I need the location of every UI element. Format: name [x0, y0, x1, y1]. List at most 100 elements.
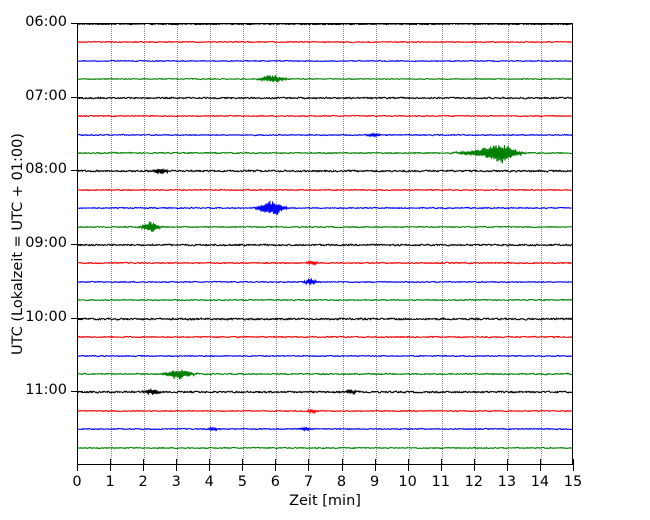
x-tick-mark-inner [275, 459, 277, 465]
x-axis-label: Zeit [min] [289, 493, 361, 509]
x-tick-mark [573, 465, 574, 471]
vertical-gridline [210, 24, 212, 464]
vertical-gridline [177, 24, 179, 464]
trace-path-09-00 [78, 244, 572, 246]
x-tick-label: 9 [369, 474, 380, 490]
y-tick-mark [71, 391, 77, 393]
vertical-gridline [243, 24, 245, 464]
x-tick-label: 10 [398, 474, 417, 490]
y-tick-mark-inner [77, 244, 83, 245]
seismogram-trace [78, 337, 572, 338]
seismogram-trace [78, 227, 572, 228]
y-tick-label: 06:00 [25, 14, 67, 30]
trace-path-11-15 [78, 409, 572, 413]
trace-path-07-30 [78, 133, 572, 136]
y-tick-label: 09:00 [25, 235, 67, 251]
x-tick-label: 11 [431, 474, 450, 490]
vertical-gridline [111, 24, 113, 464]
x-tick-label: 8 [336, 474, 347, 490]
vertical-gridline [144, 24, 146, 464]
y-tick-mark-inner [77, 23, 83, 24]
y-tick-mark-inner [77, 317, 83, 319]
x-tick-mark-inner [308, 459, 310, 465]
x-tick-mark [77, 465, 78, 471]
x-tick-mark-inner [209, 459, 211, 465]
trace-path-08-30 [78, 201, 572, 215]
seismogram-trace [78, 190, 572, 191]
x-tick-mark [506, 465, 508, 471]
x-tick-mark-inner [506, 459, 508, 465]
y-tick-mark-inner [77, 170, 83, 172]
plot-area [77, 23, 573, 465]
x-tick-label: 15 [563, 474, 583, 490]
x-tick-label: 13 [497, 474, 517, 490]
trace-layer [78, 24, 572, 464]
x-tick-label: 7 [303, 474, 314, 490]
seismogram-trace [78, 392, 572, 393]
x-tick-mark-inner [242, 459, 244, 465]
seismogram-trace [78, 319, 572, 320]
y-tick-mark [71, 96, 77, 98]
seismogram-trace [78, 98, 572, 99]
seismogram-trace [78, 356, 572, 357]
trace-path-09-15 [78, 261, 572, 265]
x-tick-mark-inner [110, 459, 112, 465]
seismogram-trace [78, 282, 572, 283]
y-tick-label: 07:00 [25, 87, 67, 104]
x-tick-mark [473, 465, 475, 471]
y-tick-label: 11:00 [25, 382, 67, 399]
x-tick-mark [275, 465, 277, 471]
x-tick-mark [374, 465, 376, 471]
seismogram-trace [78, 448, 572, 449]
x-tick-mark-inner [473, 459, 475, 465]
seismogram-trace [78, 116, 572, 117]
seismogram-trace [78, 374, 572, 375]
x-tick-mark-inner [374, 459, 376, 465]
seismogram-trace [78, 429, 572, 430]
y-tick-mark-inner [77, 391, 83, 393]
y-tick-mark [71, 317, 77, 319]
y-tick-mark-inner [77, 96, 83, 98]
y-tick-label: 10:00 [25, 308, 67, 325]
x-tick-mark [176, 465, 178, 471]
x-tick-mark-inner [77, 459, 78, 465]
trace-path-09-30 [78, 278, 572, 284]
x-tick-label: 4 [204, 474, 214, 490]
x-tick-label: 12 [464, 474, 484, 490]
seismogram-trace [78, 411, 572, 412]
trace-path-07-45 [78, 145, 572, 163]
x-tick-mark-inner [407, 459, 409, 465]
x-tick-label: 6 [270, 474, 280, 490]
trace-path-06-00 [78, 23, 572, 25]
x-tick-label: 3 [171, 474, 181, 490]
x-tick-label: 1 [105, 474, 115, 490]
x-tick-mark-inner [176, 459, 178, 465]
x-tick-mark [308, 465, 310, 471]
x-tick-mark [209, 465, 211, 471]
x-tick-mark-inner [539, 459, 541, 465]
x-tick-mark-inner [143, 459, 145, 465]
x-tick-mark [407, 465, 409, 471]
seismogram-trace [78, 42, 572, 43]
trace-path-10-00 [78, 318, 572, 320]
seismogram-trace [78, 24, 572, 25]
seismogram-trace [78, 171, 572, 172]
trace-path-07-15 [78, 115, 572, 116]
seismogram-trace [78, 208, 572, 209]
trace-path-06-30 [78, 60, 572, 61]
x-tick-mark-inner [440, 459, 442, 465]
x-tick-label: 5 [237, 474, 247, 490]
seismogram-trace [78, 263, 572, 264]
vertical-gridline [276, 24, 278, 464]
trace-path-06-15 [78, 42, 572, 43]
x-tick-label: 2 [138, 474, 148, 490]
trace-path-10-45 [78, 370, 572, 380]
seismogram-trace [78, 300, 572, 301]
trace-path-10-15 [78, 336, 572, 337]
vertical-gridline [309, 24, 311, 464]
y-tick-mark [71, 23, 77, 24]
trace-path-06-45 [78, 75, 572, 83]
x-tick-label: 14 [530, 474, 550, 490]
x-tick-mark [242, 465, 244, 471]
